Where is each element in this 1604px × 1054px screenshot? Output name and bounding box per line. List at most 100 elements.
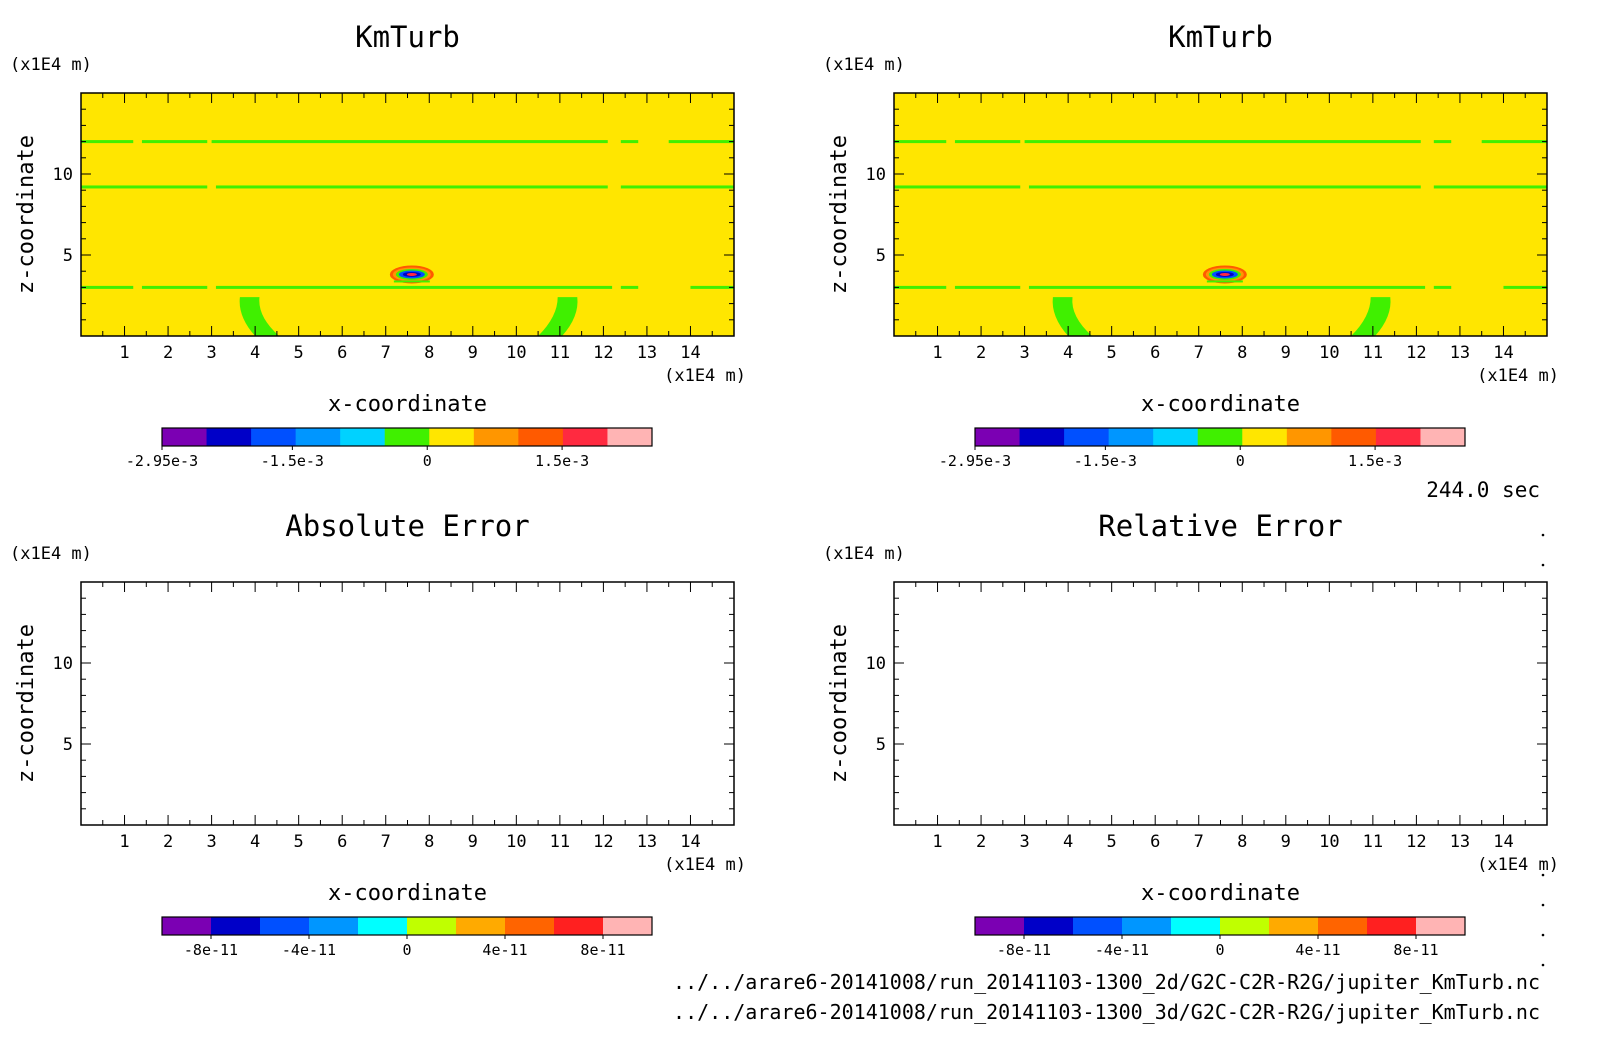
field-patch-right: [1351, 297, 1391, 336]
x-tick-label: 6: [1150, 343, 1160, 363]
x-tick-label: 6: [1150, 832, 1160, 852]
x-tick-label: 13: [1450, 832, 1470, 852]
x-tick-label: 1: [119, 343, 129, 363]
colorbar-swatch: [1019, 428, 1065, 446]
colorbar-tick-label: 0: [423, 452, 432, 470]
x-tick-label: 4: [250, 832, 260, 852]
x-tick-label: 5: [294, 343, 304, 363]
field-band-gap: [1020, 139, 1025, 144]
field-band-gap: [1420, 139, 1434, 144]
field-band-gap: [133, 139, 142, 144]
x-axis-unit-label: (x1E4 m): [1477, 855, 1559, 875]
colorbar-swatch: [260, 917, 310, 935]
x-tick-label: 11: [1363, 343, 1383, 363]
x-tick-label: 8: [1237, 832, 1247, 852]
x-axis-label: x-coordinate: [1141, 881, 1300, 906]
field-patch-left: [1052, 297, 1093, 336]
colorbar-swatch: [1171, 917, 1221, 935]
x-tick-label: 9: [1281, 832, 1291, 852]
y-tick-label: 10: [866, 654, 886, 674]
colorbar-swatch: [1286, 428, 1332, 446]
colorbar-swatch: [505, 917, 555, 935]
x-tick-label: 3: [206, 343, 216, 363]
colorbar-tick-label: -4e-11: [282, 941, 336, 959]
x-tick-label: 2: [163, 343, 173, 363]
chart-panel-3: Absolute Error(x1E4 m)1 2 3 4 5 6 7 8 9 10 11 12 13 1…: [10, 509, 746, 959]
field-background: [894, 93, 1547, 336]
colorbar-swatch: [1197, 428, 1243, 446]
edge-dot-marker: [1541, 933, 1545, 937]
field-background: [81, 93, 734, 336]
x-tick-label: 12: [1406, 832, 1426, 852]
field-band-gap: [638, 139, 669, 144]
perturbation-contour-6: [406, 272, 417, 276]
colorbar-swatch: [251, 428, 297, 446]
x-tick-label: 2: [163, 832, 173, 852]
chart-title: KmTurb: [355, 20, 460, 54]
y-tick-label: 5: [63, 735, 73, 755]
y-tick-label: 10: [53, 654, 73, 674]
field-band-3: [81, 140, 734, 144]
colorbar-swatch: [1064, 428, 1110, 446]
y-tick-label: 5: [63, 246, 73, 266]
chart-panel-4: Relative Error(x1E4 m)1 2 3 4 5 6 7 8 9 10 11 12 13 1…: [823, 509, 1559, 959]
field-band-gap: [946, 139, 955, 144]
x-tick-label: 8: [424, 343, 434, 363]
chart-title: Absolute Error: [285, 509, 529, 543]
colorbar-swatch: [1367, 917, 1417, 935]
colorbar-tick-label: -4e-11: [1095, 941, 1149, 959]
field-band-gap: [1451, 139, 1482, 144]
colorbar-tick-label: -8e-11: [997, 941, 1051, 959]
x-tick-label: 8: [1237, 343, 1247, 363]
x-axis-unit-label: (x1E4 m): [664, 855, 746, 875]
colorbar-frame: [161, 427, 653, 447]
x-tick-label: 13: [637, 832, 657, 852]
chart-panel-2: KmTurb(x1E4 m)1 2 3 4 5 6 7 8 9 10 11 12 13 14510(x1E…: [823, 20, 1559, 470]
perturbation-contour-6: [1219, 272, 1230, 276]
x-tick-label: 4: [1063, 832, 1073, 852]
field-band-3: [894, 140, 1547, 144]
colorbar-tick-label: 0: [402, 941, 411, 959]
x-tick-label: 3: [1019, 832, 1029, 852]
x-tick-label: 13: [1450, 343, 1470, 363]
timestamp-label: 244.0 sec: [1426, 478, 1540, 502]
x-tick-label: 11: [550, 832, 570, 852]
colorbar-swatch: [1242, 428, 1288, 446]
field-band-gap: [638, 285, 691, 290]
x-tick-label: 10: [1319, 343, 1339, 363]
perturbation-trail: [393, 280, 430, 283]
colorbar-tick-label: -8e-11: [184, 941, 238, 959]
colorbar-tick-label: 8e-11: [1393, 941, 1438, 959]
colorbar-swatch: [309, 917, 359, 935]
colorbar-swatch: [1073, 917, 1123, 935]
colorbar-swatch: [1375, 428, 1421, 446]
colorbar-swatch: [603, 917, 653, 935]
y-axis-unit-label: (x1E4 m): [823, 544, 905, 564]
colorbar-swatch: [1416, 917, 1466, 935]
x-tick-label: 11: [1363, 832, 1383, 852]
colorbar-swatch: [1122, 917, 1172, 935]
x-tick-label: 1: [119, 832, 129, 852]
field-patch-left: [239, 297, 280, 336]
field-patch-right: [538, 297, 578, 336]
file-path-3d: ../../arare6-20141008/run_20141103-1300_…: [673, 1000, 1540, 1024]
x-tick-label: 1: [932, 832, 942, 852]
edge-dot-marker: [1541, 873, 1545, 877]
x-tick-label: 10: [1319, 832, 1339, 852]
colorbar-swatch: [407, 917, 457, 935]
colorbar-swatch: [1269, 917, 1319, 935]
y-axis-label: z-coordinate: [827, 135, 852, 294]
x-tick-label: 3: [206, 832, 216, 852]
x-tick-label: 10: [506, 832, 526, 852]
plot-frame: [893, 581, 1548, 826]
y-tick-label: 10: [866, 165, 886, 185]
x-tick-label: 14: [1493, 832, 1513, 852]
colorbar-tick-label: -1.5e-3: [261, 452, 324, 470]
chart-title: Relative Error: [1098, 509, 1342, 543]
x-tick-label: 13: [637, 343, 657, 363]
field-band-gap: [207, 139, 212, 144]
x-tick-label: 4: [1063, 343, 1073, 363]
x-tick-label: 2: [976, 832, 986, 852]
plot-frame: [80, 581, 735, 826]
